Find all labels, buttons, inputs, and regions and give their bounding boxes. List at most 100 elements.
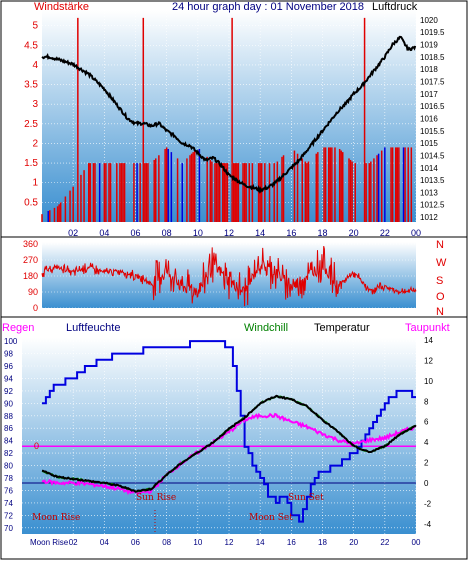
temperature-tick-label: -4 [424, 520, 432, 529]
direction-tick-label: 360 [23, 239, 38, 249]
time-tick-label: 04 [100, 538, 109, 547]
direction-tick-label: 0 [33, 303, 38, 313]
pressure-tick-label: 1012.5 [420, 201, 445, 210]
time-tick-label: 10 [193, 538, 202, 547]
temperature-tick-label: 0 [424, 479, 429, 488]
time-tick-label: 06 [131, 538, 140, 547]
dewpoint-label: Taupunkt [405, 322, 450, 334]
temperature-label: Temperatur [314, 322, 370, 334]
pressure-tick-label: 1014 [420, 164, 438, 173]
pressure-ticks: 1020 1019.5 1019 1018.5 1018 1017.5 1017 1016.5… [420, 16, 445, 222]
temperature-tick-label: 6 [424, 418, 429, 427]
pressure-tick-label: 1016 [420, 114, 438, 123]
humidity-tick-label: 100 [4, 337, 18, 346]
humidity-label: Luftfeuchte [66, 322, 120, 334]
wind-speed-tick-label: 4 [32, 60, 38, 71]
time-tick-label: 14 [256, 538, 265, 547]
time-tick-label: 02 [68, 228, 78, 238]
humidity-tick-label: 84 [4, 437, 13, 446]
time-tick-label: 20 [349, 538, 358, 547]
pressure-tick-label: 1020 [420, 16, 438, 25]
wind-direction-series [41, 245, 417, 307]
direction-tick-label: 270 [23, 255, 38, 265]
pressure-tick-label: 1017 [420, 90, 438, 99]
pressure-tick-label: 1015.5 [420, 127, 445, 136]
time-tick-label: 04 [99, 228, 109, 238]
time-tick-label: 18 [318, 538, 327, 547]
temperature-tick-label: 12 [424, 356, 433, 365]
wind-speed-tick-label: 5 [32, 21, 38, 32]
time-tick-label: 14 [255, 228, 265, 238]
humidity-tick-label: 76 [4, 486, 13, 495]
time-tick-label: 16 [287, 538, 296, 547]
sunset-label: Sun Set [288, 493, 324, 503]
wind-speed-tick-label: 0.5 [24, 197, 38, 208]
pressure-series [41, 35, 417, 194]
time-tick-label: 12 [225, 538, 234, 547]
wind-pressure-grid [42, 10, 417, 222]
humidity-tick-label: 80 [4, 462, 13, 471]
pressure-tick-label: 1018.5 [420, 53, 445, 62]
temperature-tick-label: 14 [424, 336, 433, 345]
wind-speed-ticks: 5 4.5 4 3.5 3 2.5 2 1.5 1 0.5 [24, 21, 38, 209]
humidity-tick-label: 94 [4, 374, 13, 383]
time-tick-label: 22 [380, 228, 390, 238]
compass-letter: S [436, 275, 443, 287]
pressure-label: Luftdruck [372, 1, 418, 13]
pressure-tick-label: 1016.5 [420, 102, 445, 111]
time-tick-label: 06 [130, 228, 140, 238]
sunrise-label: Sun Rise [136, 493, 176, 503]
time-tick-label: 18 [317, 228, 327, 238]
compass-letter: W [436, 257, 447, 269]
pressure-tick-label: 1012 [420, 213, 438, 222]
rain-zero-label: 0 [34, 441, 39, 451]
pressure-tick-label: 1013 [420, 188, 438, 197]
pressure-tick-label: 1019.5 [420, 28, 445, 37]
bottom-panel-frame [0, 316, 468, 560]
time-tick-label: 10 [193, 228, 203, 238]
temp-humidity-time-ticks: 02 04 06 08 10 12 14 16 18 20 22 00 [69, 538, 421, 547]
humidity-tick-label: 74 [4, 499, 13, 508]
time-tick-label: 22 [380, 538, 389, 547]
temp-humidity-plot-area [22, 338, 416, 534]
rain-label: Regen [2, 322, 34, 334]
humidity-tick-label: 90 [4, 399, 13, 408]
temperature-tick-label: 4 [424, 438, 429, 447]
moonrise-axis-label: Moon Rise [30, 538, 69, 547]
temperature-tick-label: 8 [424, 397, 429, 406]
pressure-tick-label: 1015 [420, 139, 438, 148]
humidity-tick-label: 70 [4, 524, 13, 533]
compass-letter: N [436, 306, 444, 318]
time-tick-label: 20 [349, 228, 359, 238]
humidity-series [42, 340, 416, 523]
humidity-tick-label: 82 [4, 449, 13, 458]
time-tick-label: 08 [162, 228, 172, 238]
humidity-tick-label: 96 [4, 362, 13, 371]
wind-speed-tick-label: 1.5 [24, 158, 38, 169]
temperature-tick-label: 2 [424, 459, 429, 468]
wind-speed-tick-label: 3 [32, 99, 38, 110]
wind-speed-tick-label: 1 [32, 178, 38, 189]
time-tick-label: 12 [224, 228, 234, 238]
temperature-ticks: 14 12 10 8 6 4 2 0 -2 -4 [424, 336, 433, 529]
time-tick-label: 00 [411, 228, 421, 238]
wind-speed-tick-label: 3.5 [24, 80, 38, 91]
dewpoint-series [41, 412, 417, 496]
time-tick-label: 08 [162, 538, 171, 547]
humidity-tick-label: 72 [4, 511, 13, 520]
moonrise-label: Moon Rise [32, 513, 80, 523]
humidity-tick-label: 98 [4, 350, 13, 359]
wind-direction-ticks: 360 270 180 90 0 [23, 239, 38, 313]
humidity-ticks: 100 98 96 94 92 90 88 86 84 82 80 78 76 74 72 70 [4, 337, 18, 533]
humidity-tick-label: 92 [4, 387, 13, 396]
wind-speed-bars [41, 17, 413, 222]
pressure-tick-label: 1013.5 [420, 176, 445, 185]
humidity-tick-label: 86 [4, 424, 13, 433]
wind-speed-tick-label: 2 [32, 138, 38, 149]
compass-letter: N [436, 239, 444, 251]
moonset-label: Moon Set [249, 513, 293, 523]
wind-speed-tick-label: 4.5 [24, 40, 38, 51]
